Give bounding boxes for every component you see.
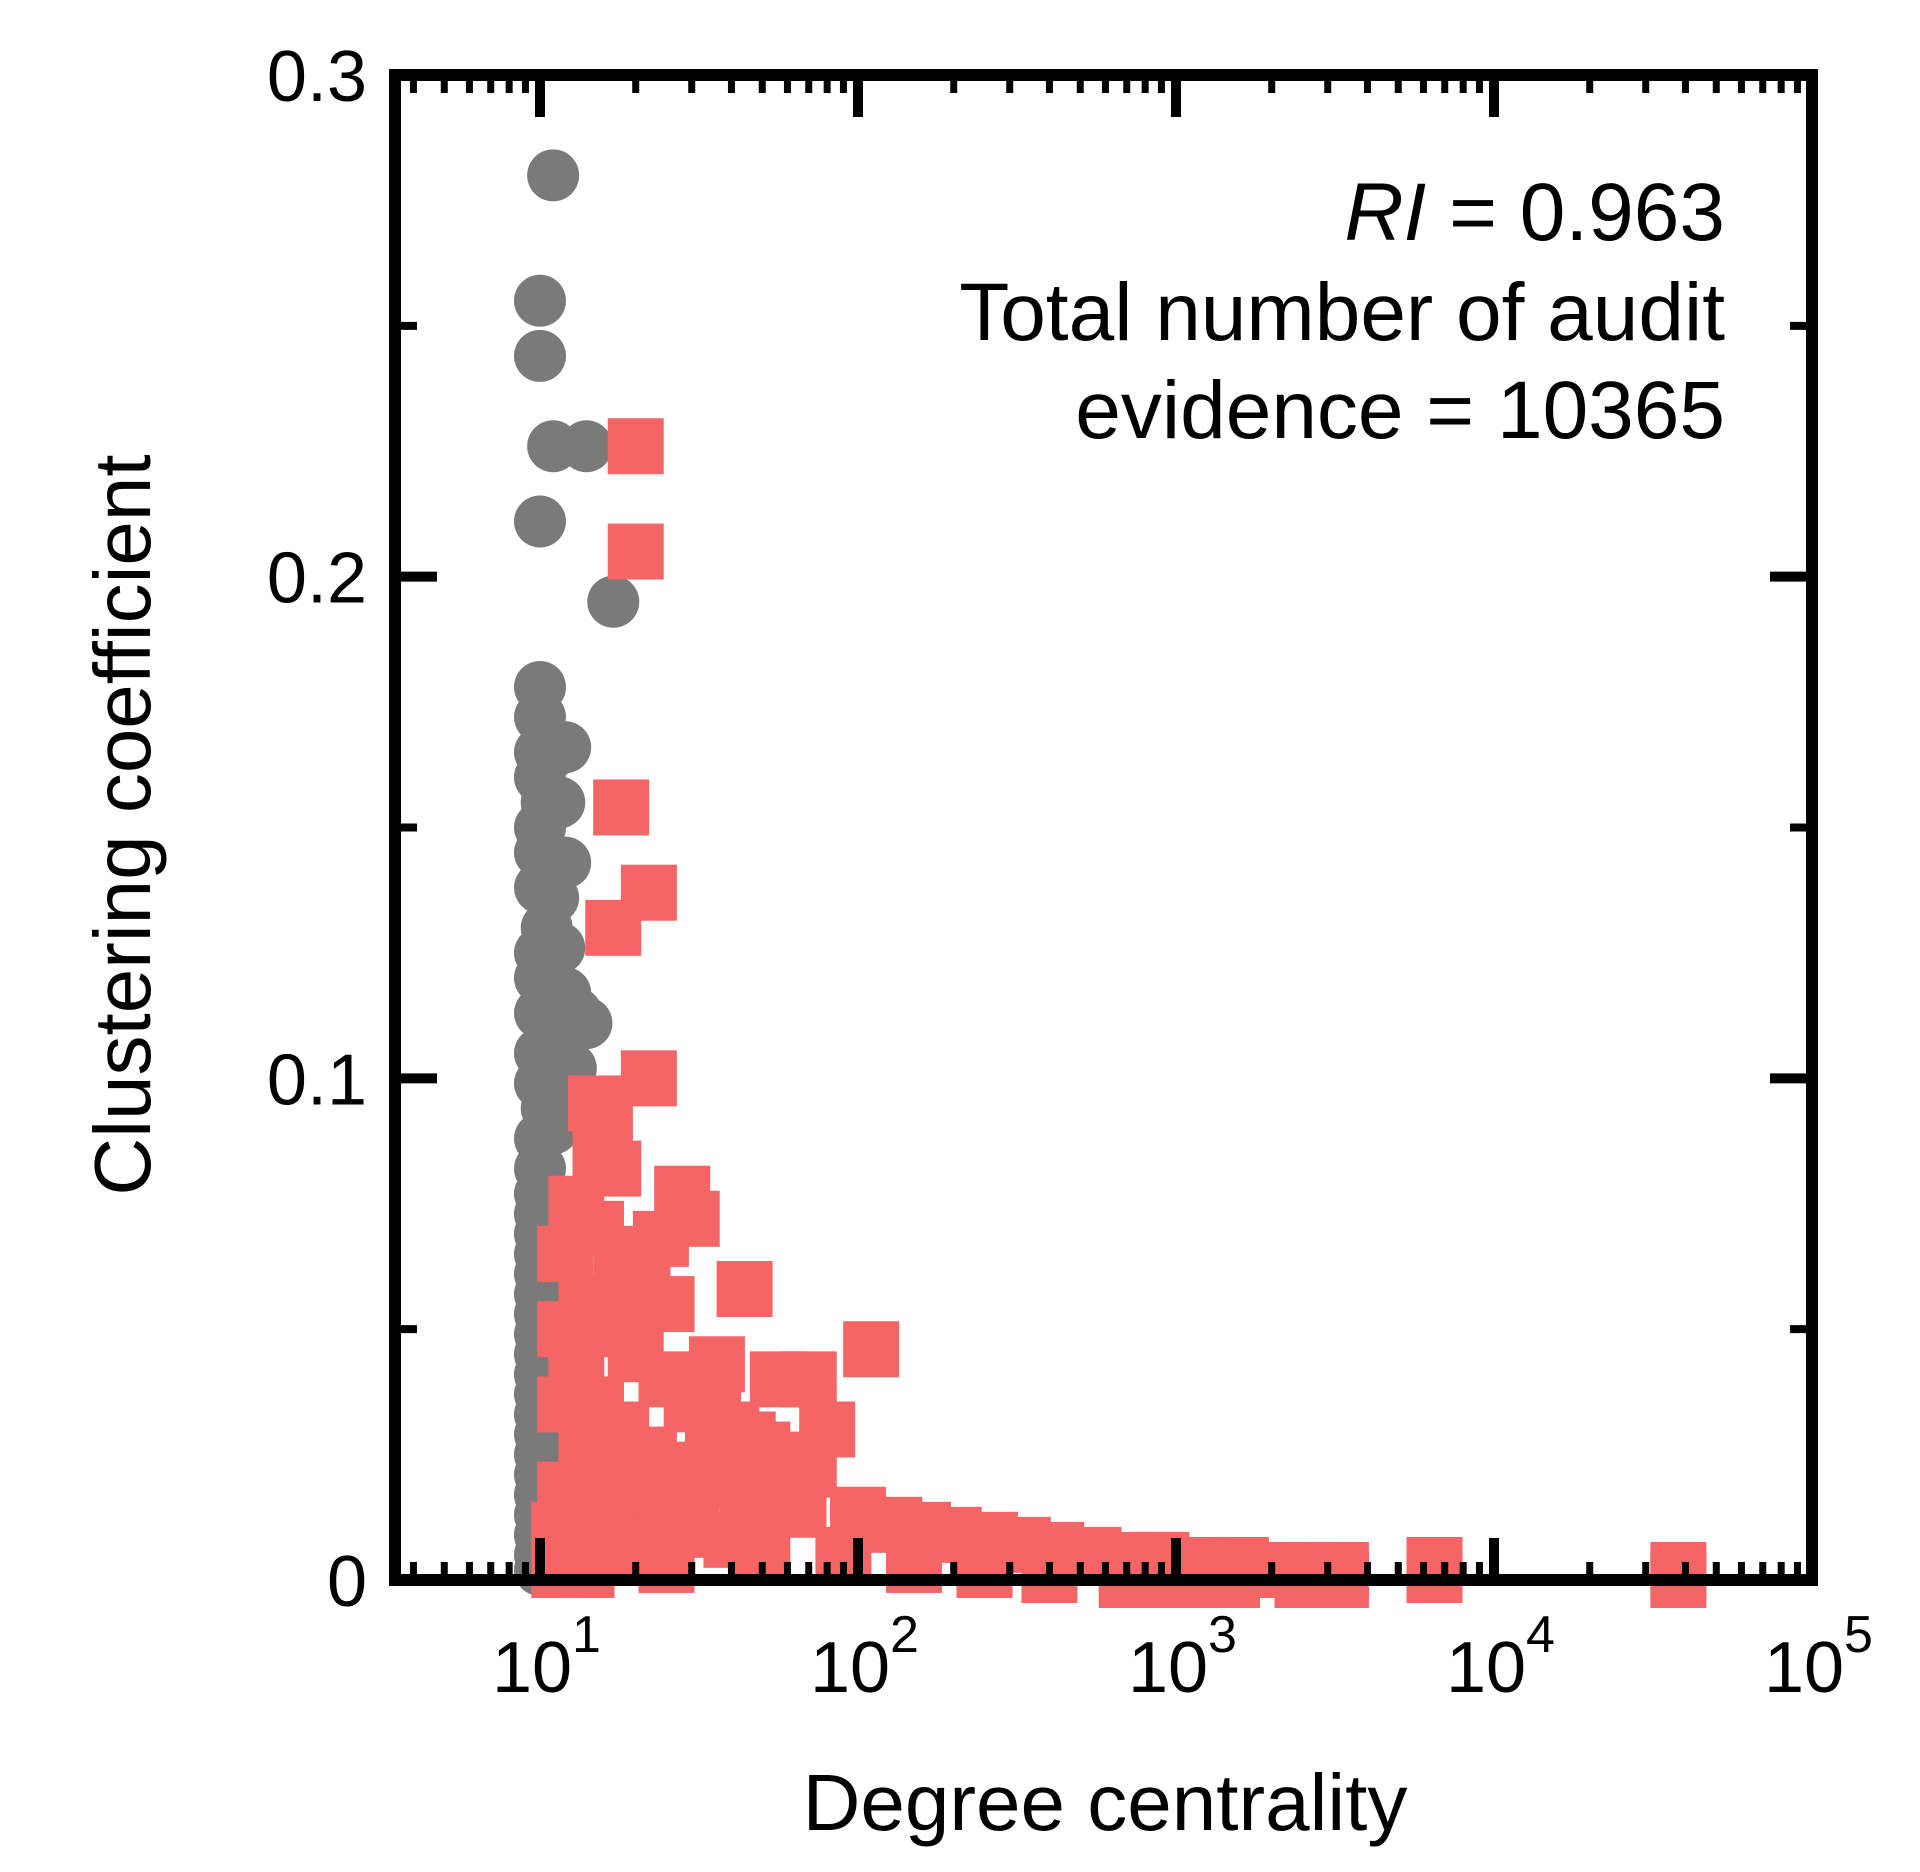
x-tick-exponent: 5 — [1844, 1606, 1873, 1664]
annotation: RI = 0.963 Total number of audit evidenc… — [959, 167, 1725, 456]
x-tick-exponent: 3 — [1208, 1606, 1237, 1664]
svg-text:RI = 0.963: RI = 0.963 — [1344, 167, 1725, 258]
data-point-square — [638, 1276, 695, 1333]
data-point-square — [1650, 1541, 1707, 1598]
data-point-circle — [513, 495, 566, 548]
tick-labels: 00.10.20.310 1 10 2 10 3 10 4 10 5 — [267, 37, 1873, 1708]
data-point-square — [956, 1541, 1013, 1598]
x-tick-label: 10 — [492, 1628, 572, 1708]
data-point-square — [537, 1225, 594, 1282]
data-point-circle — [560, 997, 613, 1050]
data-point-square — [537, 1376, 594, 1433]
data-point-square — [716, 1261, 773, 1318]
data-point-square — [749, 1351, 806, 1408]
axes — [389, 69, 1818, 1586]
data-point-circle — [560, 420, 613, 473]
y-tick-label: 0 — [327, 1542, 367, 1622]
data-point-square — [607, 523, 664, 580]
y-axis-title: Clustering coefficient — [78, 454, 167, 1195]
ri-symbol: RI — [1344, 167, 1426, 258]
data-point-square — [843, 1321, 900, 1378]
data-point-circle — [513, 274, 566, 327]
x-tick-exponent: 1 — [572, 1606, 601, 1664]
x-tick-label: 10 — [1128, 1628, 1208, 1708]
annotation-line-3: evidence = 10365 — [1075, 365, 1725, 456]
gray-circle-series — [513, 149, 640, 1596]
x-tick-label: 10 — [1446, 1628, 1526, 1708]
x-axis-title: Degree centrality — [803, 1758, 1408, 1847]
data-point-circle — [513, 329, 566, 382]
data-point-square — [585, 899, 642, 956]
data-point-square — [607, 418, 664, 475]
ri-value: = 0.963 — [1426, 167, 1725, 258]
data-point-circle — [527, 149, 580, 202]
data-point-circle — [587, 575, 640, 628]
data-point-square — [593, 779, 650, 836]
x-tick-label: 10 — [810, 1628, 890, 1708]
red-square-series — [531, 418, 1707, 1608]
annotation-line-2: Total number of audit — [959, 267, 1725, 358]
y-tick-label: 0.1 — [267, 1040, 367, 1120]
data-point-square — [537, 1301, 594, 1358]
x-tick-exponent: 2 — [890, 1606, 919, 1664]
y-tick-label: 0.3 — [267, 37, 367, 117]
y-tick-label: 0.2 — [267, 539, 367, 619]
x-tick-exponent: 4 — [1526, 1606, 1555, 1664]
x-tick-label: 10 — [1764, 1628, 1844, 1708]
